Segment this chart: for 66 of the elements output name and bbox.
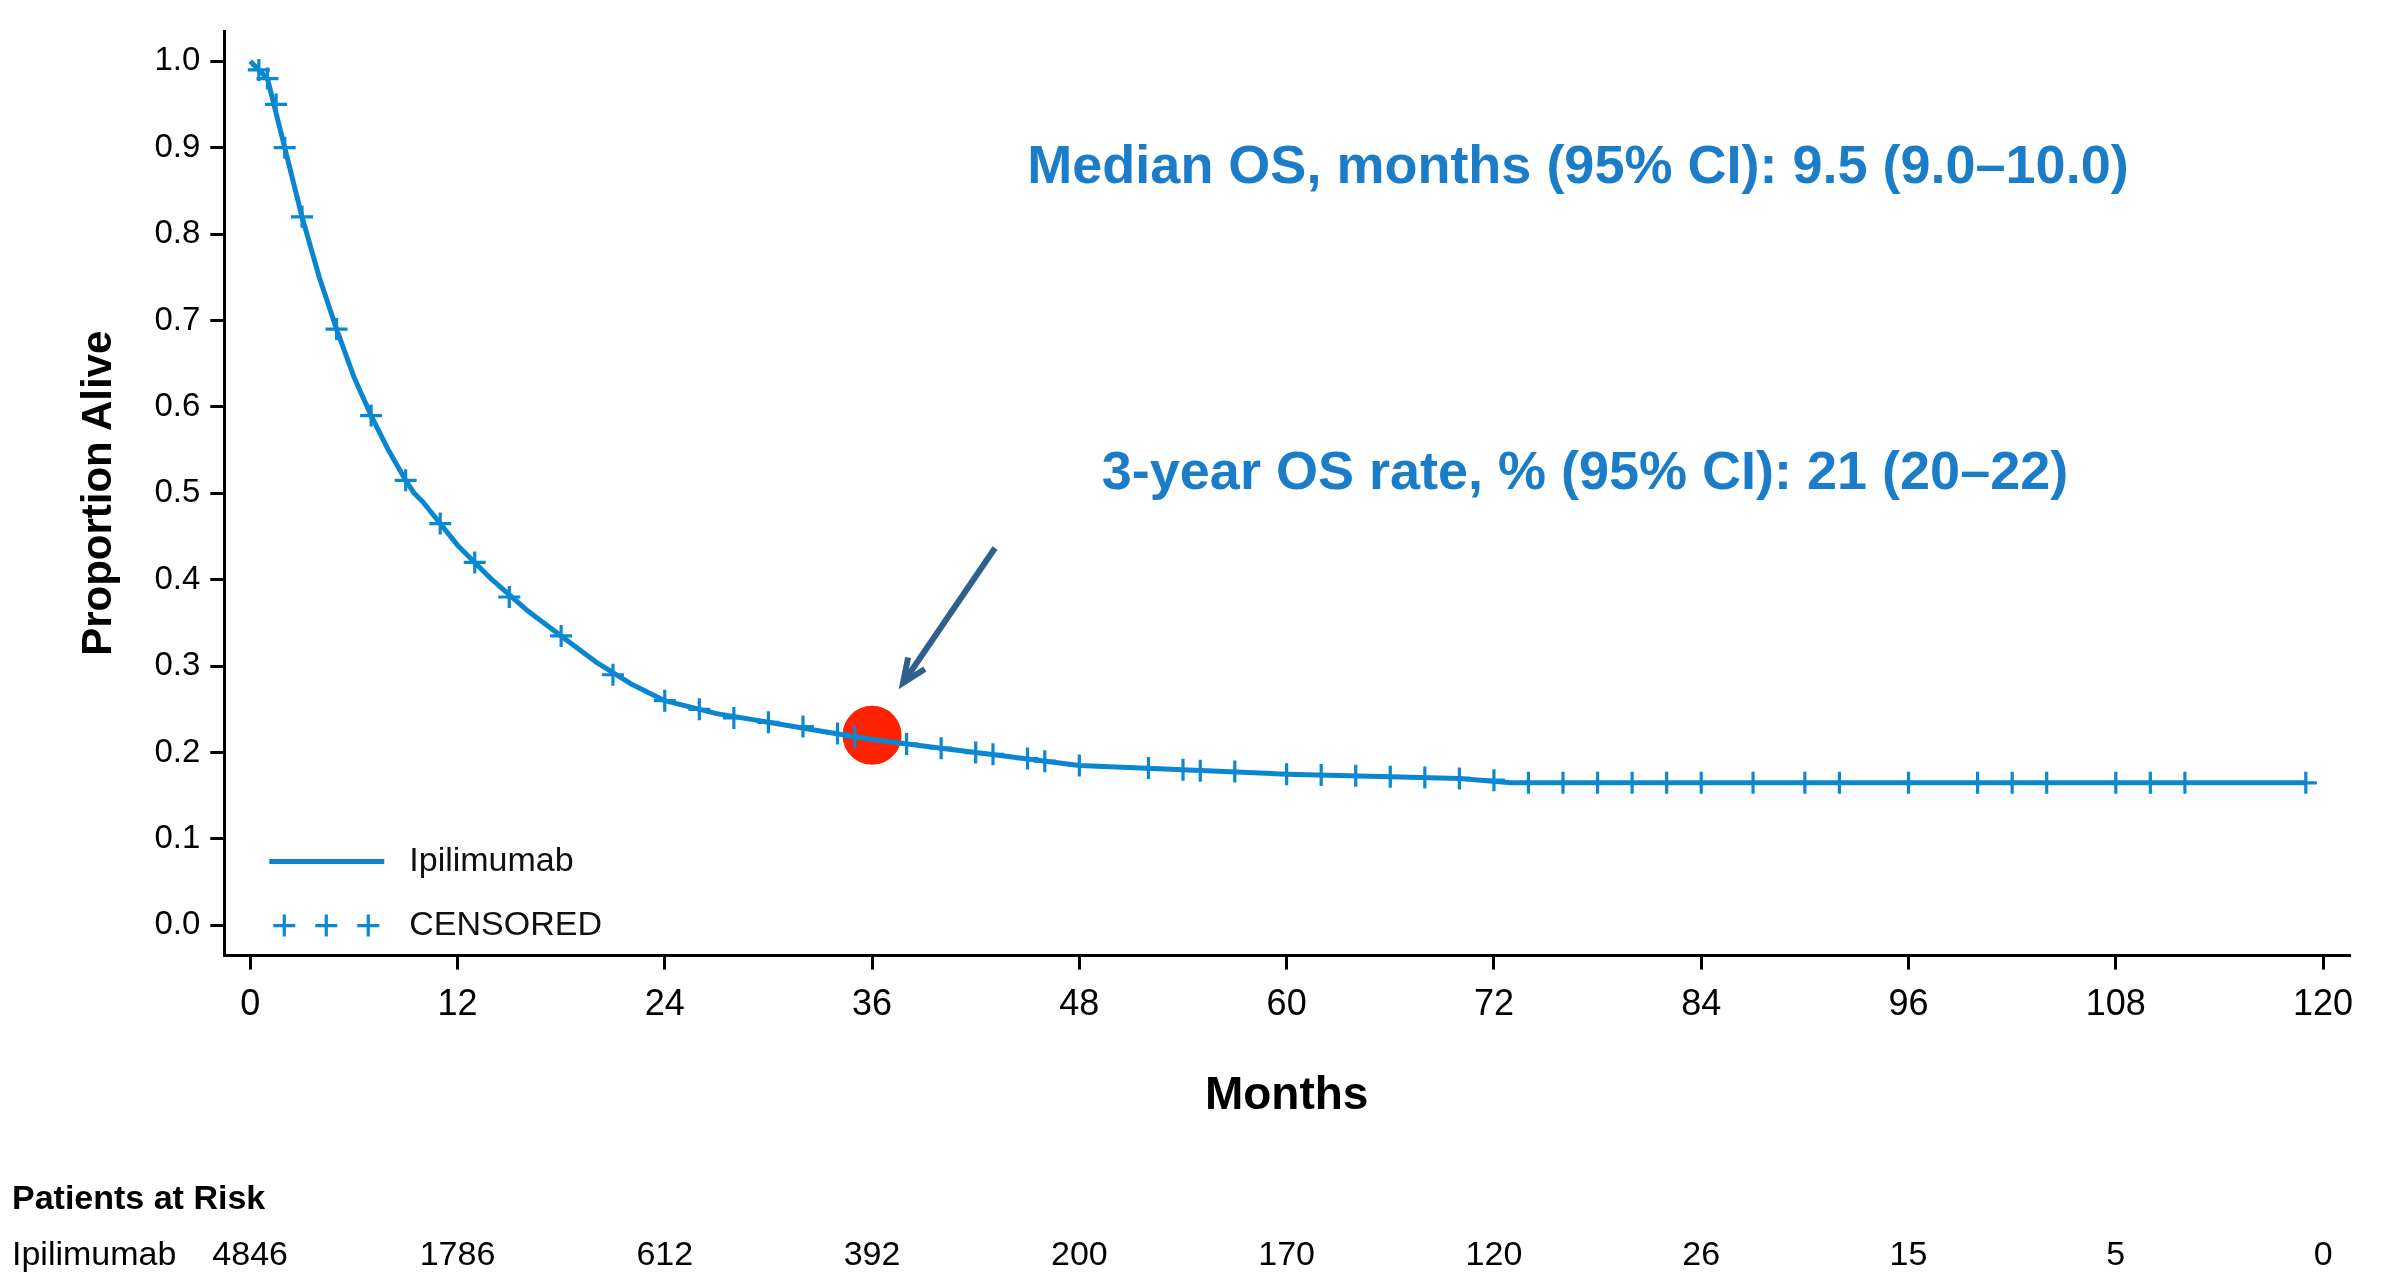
text: 170 xyxy=(1258,1234,1315,1273)
text: 15 xyxy=(1889,1234,1928,1273)
point xyxy=(394,469,417,492)
point xyxy=(791,715,814,738)
text: 4846 xyxy=(212,1234,289,1273)
text: 26 xyxy=(1682,1234,1721,1273)
point xyxy=(256,67,279,90)
x-tick-label: 12 xyxy=(437,982,478,1024)
point xyxy=(895,732,918,755)
text: Patients at Risk xyxy=(12,1178,266,1217)
text: Ipilimumab xyxy=(12,1234,177,1273)
point xyxy=(981,743,1004,766)
y-tick-label: 0.3 xyxy=(154,645,201,683)
point xyxy=(291,205,314,228)
point xyxy=(463,551,486,574)
x-tick-label: 60 xyxy=(1266,982,1307,1024)
point xyxy=(930,737,953,760)
x-axis-title: Months xyxy=(1204,1067,1369,1120)
x-tick-label: 0 xyxy=(240,982,261,1024)
point xyxy=(843,725,866,748)
point xyxy=(964,741,987,764)
text: 5 xyxy=(2106,1234,2126,1273)
y-tick-label: 1.0 xyxy=(154,40,201,78)
point xyxy=(498,585,521,608)
point xyxy=(360,404,383,427)
x-tick-label: 24 xyxy=(644,982,685,1024)
point xyxy=(1016,747,1039,770)
text: 1786 xyxy=(419,1234,496,1273)
point xyxy=(688,698,711,721)
point xyxy=(550,624,573,647)
point xyxy=(273,136,296,159)
annotation: Median OS, months (95% CI): 9.5 (9.0–10.0) xyxy=(1027,133,2129,194)
y-tick-label: 0.7 xyxy=(154,299,201,337)
point xyxy=(826,722,849,745)
text: 392 xyxy=(843,1234,901,1273)
point xyxy=(653,689,676,712)
y-tick-label: 0.4 xyxy=(154,558,201,596)
legend-label: CENSORED xyxy=(409,903,602,942)
y-tick-label: 0.1 xyxy=(154,818,201,856)
text: 612 xyxy=(636,1234,694,1273)
y-tick-label: 0.9 xyxy=(154,126,201,164)
point xyxy=(429,512,452,535)
text: 0 xyxy=(2313,1234,2333,1273)
text: 200 xyxy=(1050,1234,1108,1273)
x-tick-label: 36 xyxy=(852,982,893,1024)
legend-label: Ipilimumab xyxy=(409,839,574,878)
point xyxy=(757,711,780,734)
x-tick-label: 48 xyxy=(1059,982,1100,1024)
x-tick-label: 108 xyxy=(2085,982,2146,1024)
x-tick-label: 96 xyxy=(1888,982,1929,1024)
y-tick-label: 0.8 xyxy=(154,213,201,251)
point xyxy=(1033,750,1056,773)
x-tick-label: 120 xyxy=(2293,982,2354,1024)
y-tick-label: 0.5 xyxy=(154,472,201,510)
point xyxy=(265,93,288,116)
point xyxy=(601,663,624,686)
y-tick-label: 0.0 xyxy=(154,904,201,942)
point xyxy=(1482,769,1505,792)
annotation: 3-year OS rate, % (95% CI): 21 (20–22) xyxy=(1101,439,2069,500)
x-tick-label: 84 xyxy=(1681,982,1722,1024)
text: 120 xyxy=(1465,1234,1523,1273)
x-tick-label: 72 xyxy=(1473,982,1514,1024)
point xyxy=(325,318,348,341)
y-tick-label: 0.6 xyxy=(154,385,201,423)
y-tick-label: 0.2 xyxy=(154,731,201,769)
y-axis-title: Proportion Alive xyxy=(72,330,120,656)
